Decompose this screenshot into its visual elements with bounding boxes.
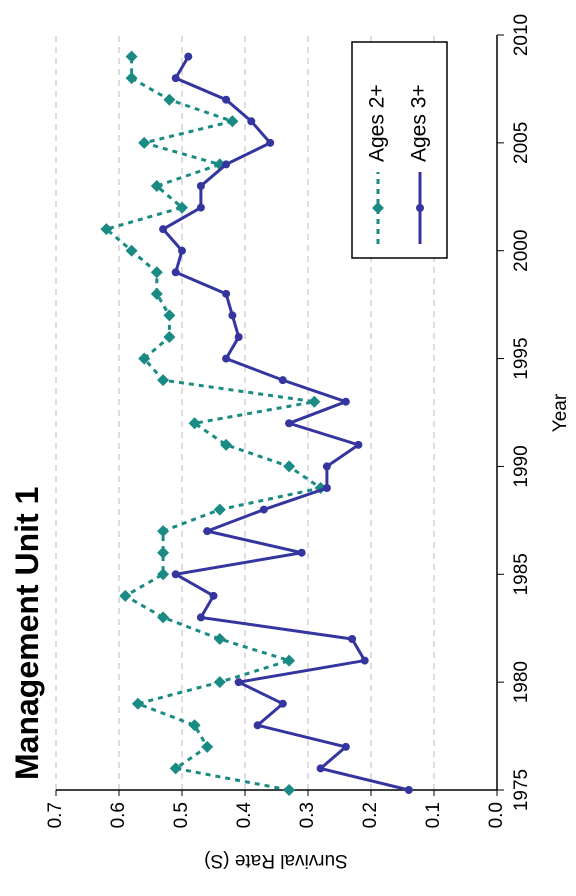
data-point xyxy=(213,503,226,516)
data-point xyxy=(259,505,268,514)
data-point xyxy=(201,740,214,753)
data-point xyxy=(278,376,287,385)
data-point xyxy=(297,548,306,557)
data-point xyxy=(266,138,275,147)
data-point xyxy=(163,309,176,322)
data-point xyxy=(360,656,369,665)
data-point xyxy=(247,117,256,126)
data-point xyxy=(150,180,163,192)
y-axis-label: Survival Rate (S) xyxy=(204,850,348,871)
data-point xyxy=(196,182,205,190)
data-point xyxy=(176,201,188,214)
data-point xyxy=(341,397,350,406)
data-point xyxy=(404,786,413,794)
rotated-chart: Management Unit 1 Year Survival Rate (S)… xyxy=(9,14,571,871)
x-tick-label: 2005 xyxy=(511,122,532,164)
data-point xyxy=(157,374,170,387)
x-tick-label: 1980 xyxy=(511,661,532,703)
y-tick-label: 0.2 xyxy=(360,802,381,828)
y-tick-label: 0.5 xyxy=(171,802,192,828)
data-point xyxy=(253,721,262,730)
data-point xyxy=(188,719,201,732)
data-point xyxy=(308,395,321,408)
data-point xyxy=(203,527,212,536)
data-point xyxy=(283,784,296,796)
x-tick-label: 2000 xyxy=(511,230,532,272)
data-point xyxy=(348,635,357,643)
data-point xyxy=(178,246,186,255)
data-point xyxy=(196,203,205,212)
data-point xyxy=(354,440,363,449)
legend-label: Ages 3+ xyxy=(408,84,431,162)
data-point xyxy=(234,678,243,687)
data-point xyxy=(157,568,170,581)
data-point xyxy=(222,160,231,169)
data-point xyxy=(125,50,138,63)
y-tick-label: 0.0 xyxy=(486,802,507,828)
data-point xyxy=(278,699,287,708)
legend-label: Ages 2+ xyxy=(366,84,389,162)
data-point xyxy=(184,52,193,61)
data-point xyxy=(322,462,331,471)
data-point xyxy=(125,72,138,85)
y-tick-label: 0.1 xyxy=(423,802,444,828)
data-point xyxy=(125,244,138,257)
data-point xyxy=(157,546,170,559)
data-point xyxy=(131,697,144,710)
legend-box xyxy=(351,41,448,259)
data-point xyxy=(234,333,243,341)
data-point xyxy=(163,93,176,106)
y-tick-label: 0.4 xyxy=(234,802,255,829)
data-point xyxy=(171,570,180,579)
data-point xyxy=(222,354,231,363)
data-point xyxy=(159,225,168,234)
data-point xyxy=(341,742,350,751)
data-point xyxy=(150,266,163,279)
data-point xyxy=(228,311,237,320)
data-point xyxy=(150,287,163,300)
data-point xyxy=(220,438,233,451)
data-point xyxy=(213,676,226,689)
y-tick-label: 0.6 xyxy=(108,802,129,828)
x-tick-label: 1995 xyxy=(511,337,532,379)
data-point xyxy=(222,289,231,298)
data-point xyxy=(222,95,231,104)
legend-marker xyxy=(372,202,384,214)
data-point xyxy=(163,331,176,343)
x-tick-label: 2010 xyxy=(511,14,532,56)
data-point xyxy=(213,633,226,645)
x-tick-label: 1985 xyxy=(511,553,532,595)
chart-title: Management Unit 1 xyxy=(9,487,45,780)
data-point xyxy=(283,460,296,473)
data-point xyxy=(157,611,170,624)
data-point xyxy=(196,613,205,622)
x-tick-label: 1990 xyxy=(511,445,532,487)
data-point xyxy=(100,223,113,236)
y-tick-label: 0.3 xyxy=(297,802,318,828)
data-point xyxy=(157,525,170,538)
x-axis-label: Year xyxy=(550,393,571,432)
x-tick-label: 1975 xyxy=(511,769,532,811)
y-tick-label: 0.7 xyxy=(45,802,66,828)
data-point xyxy=(171,268,180,277)
data-point xyxy=(119,589,132,602)
data-point xyxy=(322,484,331,492)
data-point xyxy=(138,136,151,149)
data-point xyxy=(209,591,218,600)
legend-marker xyxy=(416,204,424,212)
data-point xyxy=(188,417,201,430)
data-point xyxy=(285,419,294,428)
data-point xyxy=(171,74,180,83)
data-point xyxy=(226,115,239,128)
series-line xyxy=(103,56,325,792)
data-point xyxy=(138,352,151,365)
data-point xyxy=(316,764,325,773)
data-point xyxy=(283,654,296,667)
